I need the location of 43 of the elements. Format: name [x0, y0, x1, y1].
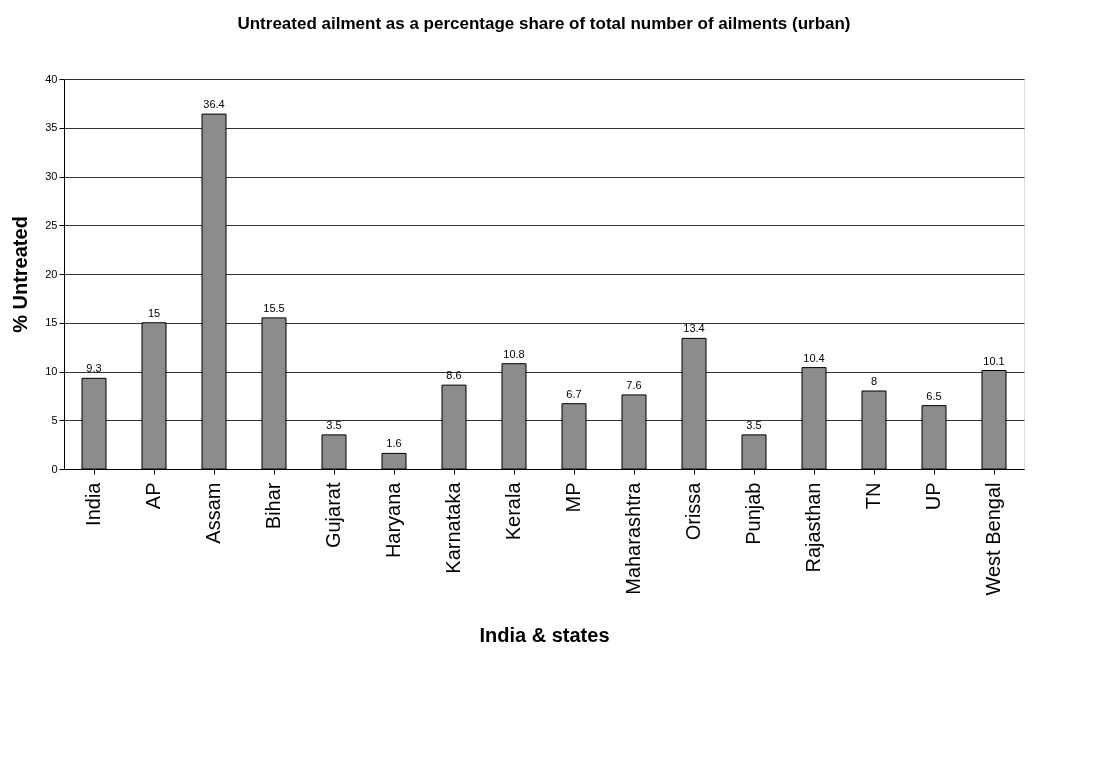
x-tick-label: Punjab — [742, 482, 764, 545]
data-label: 3.5 — [746, 418, 762, 431]
x-tick-label: India — [82, 481, 104, 526]
x-tick-label: Karnataka — [442, 481, 464, 574]
x-tick-label: AP — [142, 482, 164, 510]
x-tick-label: Bihar — [262, 482, 284, 530]
data-label: 15 — [147, 306, 161, 319]
data-label: 10.4 — [803, 351, 825, 364]
data-label: 1.6 — [386, 437, 402, 450]
y-tick-label: 5 — [51, 413, 58, 426]
y-tick-label: 20 — [45, 267, 58, 280]
data-label: 15.5 — [263, 301, 285, 314]
x-tick-label: Orissa — [682, 481, 704, 541]
data-label: 10.1 — [983, 354, 1005, 367]
y-tick-label: 35 — [45, 121, 58, 134]
y-tick-label: 30 — [45, 170, 58, 182]
data-label: 13.4 — [683, 322, 705, 335]
data-label: 3.5 — [326, 418, 342, 431]
data-label: 10.8 — [503, 347, 525, 360]
data-label: 36.4 — [203, 98, 225, 111]
y-tick-label: 15 — [45, 316, 58, 329]
y-tick-label: 10 — [45, 365, 58, 377]
x-tick-label: Rajasthan — [802, 482, 824, 573]
x-tick-label: Maharashtra — [622, 481, 644, 595]
y-tick-label: 25 — [45, 218, 58, 231]
x-axis-title: India & states — [479, 623, 610, 646]
y-tick-label: 40 — [45, 72, 58, 85]
x-tick-label: Gujarat — [322, 482, 344, 549]
y-axis-title: % Untreated — [9, 216, 32, 333]
x-tick-label: West Bengal — [982, 482, 1004, 596]
x-tick-label: UP — [922, 482, 944, 511]
x-tick-label: Assam — [202, 482, 224, 544]
chart-title: Untreated ailment as a percentage share of total number of ailments (urban) — [237, 14, 851, 33]
y-tick-label: 0 — [51, 462, 58, 475]
data-label: 6.5 — [926, 389, 942, 402]
x-tick-label: Kerala — [502, 481, 524, 541]
x-tick-label: TN — [862, 482, 884, 510]
data-label: 8 — [870, 375, 878, 387]
x-tick-label: MP — [562, 482, 584, 513]
data-label: 6.7 — [566, 387, 582, 400]
data-label: 7.6 — [626, 378, 642, 391]
data-label: 9.3 — [86, 362, 102, 375]
x-tick-label: Haryana — [382, 481, 404, 559]
